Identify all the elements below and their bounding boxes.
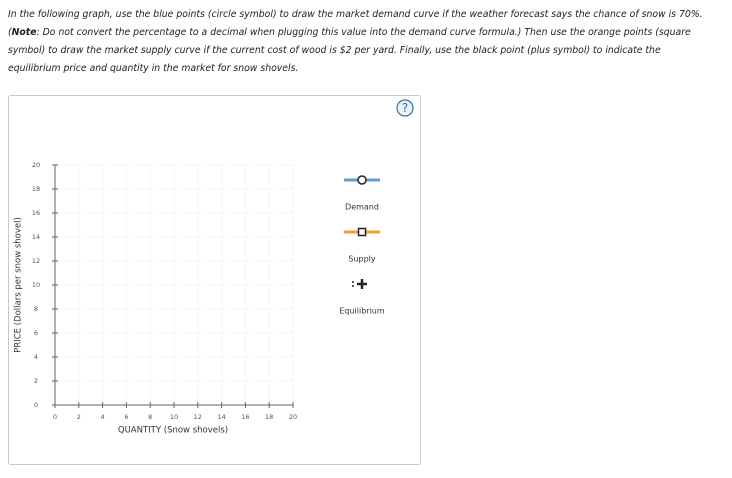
- intro: In the following graph, use the blue poi…: [8, 9, 703, 20]
- x-axis-label: QUANTITY (Snow shovels): [118, 426, 228, 436]
- x-tick-label: 18: [265, 413, 273, 421]
- legend-symbol: [357, 175, 367, 185]
- help-button[interactable]: [396, 99, 414, 117]
- help-icon[interactable]: ?: [402, 101, 408, 115]
- y-tick-label: 12: [32, 257, 40, 265]
- y-tick-label: 10: [32, 281, 40, 289]
- x-tick-label: 14: [217, 413, 225, 421]
- note-open: (: [8, 27, 12, 38]
- y-tick-label: 6: [34, 329, 38, 337]
- legend-label: Demand: [345, 203, 379, 212]
- y-tick-label: 14: [32, 233, 40, 241]
- legend-label: Supply: [348, 255, 376, 264]
- x-tick-label: 4: [101, 413, 105, 421]
- x-tick-label: 20: [289, 413, 297, 421]
- x-tick-label: 6: [124, 413, 128, 421]
- y-tick-label: 20: [32, 161, 40, 169]
- note: (Note: Do not convert the percentage to …: [8, 24, 708, 78]
- graph-panel: [8, 95, 421, 465]
- legend-label: Equilibrium: [339, 307, 385, 316]
- instructions: In the following graph, use the blue poi…: [8, 6, 708, 78]
- legend-dot: [352, 281, 354, 283]
- x-tick-label: 0: [53, 413, 57, 421]
- x-tick-label: 2: [77, 413, 81, 421]
- y-tick-label: 18: [32, 185, 40, 193]
- y-tick-label: 4: [34, 353, 38, 361]
- note-label: Note: [11, 27, 37, 38]
- legend-dot: [352, 285, 354, 287]
- y-axis-label: PRICE (Dollars per snow shovel): [14, 217, 24, 353]
- x-tick-label: 10: [170, 413, 178, 421]
- legend-symbol: [357, 279, 367, 289]
- x-tick-label: 16: [241, 413, 249, 421]
- legend-symbol: [357, 227, 367, 237]
- note-text: : Do not convert the percentage to a dec…: [8, 27, 691, 74]
- y-tick-label: 16: [32, 209, 40, 217]
- y-tick-label: 8: [34, 305, 38, 313]
- x-tick-label: 12: [194, 413, 202, 421]
- x-tick-label: 8: [148, 413, 152, 421]
- y-tick-label: 0: [34, 401, 38, 409]
- y-tick-label: 2: [34, 377, 38, 385]
